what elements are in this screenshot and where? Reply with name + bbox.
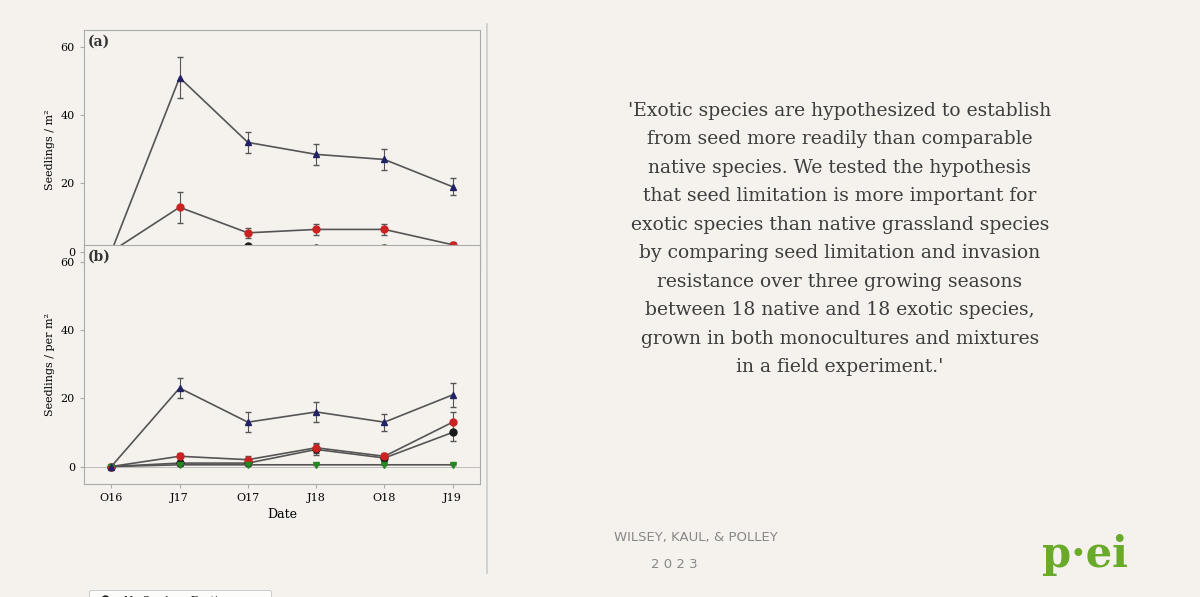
Text: 'Exotic species are hypothesized to establish
from seed more readily than compar: 'Exotic species are hypothesized to esta… [629, 101, 1051, 376]
Text: (b): (b) [88, 250, 110, 263]
Text: (a): (a) [88, 35, 110, 48]
Text: WILSEY, KAUL, & POLLEY: WILSEY, KAUL, & POLLEY [614, 531, 778, 544]
Legend: No Seed --> Exotic, Native Seed Mix --> Exotic, No Seed --> Native, Exotic Seed : No Seed --> Exotic, Native Seed Mix --> … [89, 590, 271, 597]
Y-axis label: Seedlings / m²: Seedlings / m² [46, 109, 55, 190]
X-axis label: Date: Date [266, 293, 298, 306]
Text: p·ei: p·ei [1042, 534, 1128, 576]
Text: 2 0 2 3: 2 0 2 3 [652, 558, 697, 571]
X-axis label: Date: Date [266, 508, 298, 521]
Y-axis label: Seedlings / per m²: Seedlings / per m² [46, 313, 55, 416]
